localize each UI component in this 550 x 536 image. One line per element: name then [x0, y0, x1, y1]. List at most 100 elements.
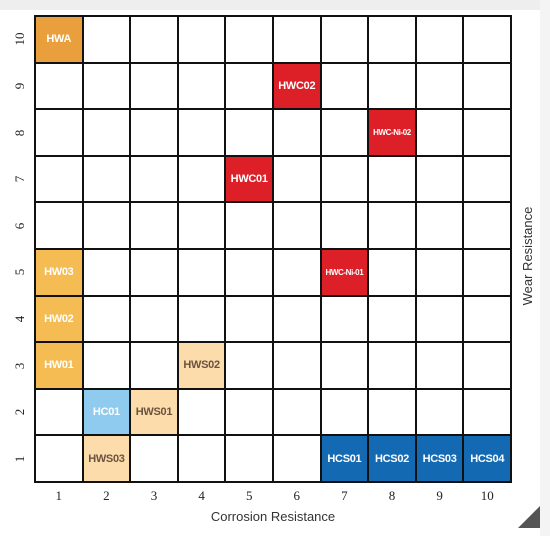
empty-cell: [369, 63, 415, 109]
empty-cell: [369, 343, 415, 388]
empty-cell: [321, 203, 368, 248]
x-tick-label: 1: [55, 488, 63, 503]
material-cell-hw01: HW01: [36, 343, 82, 388]
empty-cell: [274, 436, 320, 481]
y-tick-label: 1: [12, 455, 27, 462]
empty-cell: [83, 343, 130, 388]
empty-cell: [274, 250, 320, 295]
empty-cell: [178, 156, 225, 202]
y-tick-label: 10: [12, 32, 27, 46]
empty-cell: [274, 343, 320, 388]
empty-cell: [131, 203, 177, 248]
top-border-strip: [0, 0, 550, 10]
empty-cell: [464, 63, 510, 109]
empty-cell: [464, 17, 510, 62]
empty-cell: [464, 250, 510, 295]
empty-cell: [36, 389, 82, 435]
empty-cell: [416, 203, 463, 248]
x-tick-label: 9: [436, 488, 443, 503]
empty-cell: [178, 436, 225, 481]
empty-cell: [369, 203, 415, 248]
empty-cell: [226, 389, 272, 435]
empty-cell: [321, 17, 368, 62]
x-tick-label: 8: [388, 488, 396, 503]
x-tick-label: 3: [150, 488, 158, 503]
empty-cell: [83, 156, 130, 202]
x-tick-label: 2: [103, 488, 110, 503]
empty-cell: [226, 63, 272, 109]
empty-cell: [83, 17, 130, 62]
empty-cell: [416, 250, 463, 295]
y-tick-label: 5: [12, 269, 27, 276]
empty-cell: [83, 296, 130, 342]
material-cell-hws03: HWS03: [83, 436, 130, 481]
empty-cell: [36, 203, 82, 248]
empty-cell: [178, 110, 225, 155]
empty-cell: [464, 389, 510, 435]
material-cell-hwc-ni-02: HWC-Ni-02: [369, 110, 415, 155]
y-tick-label: 8: [12, 129, 27, 136]
empty-cell: [83, 63, 130, 109]
material-cell-hw03: HW03: [36, 250, 82, 295]
empty-cell: [226, 343, 272, 388]
empty-cell: [178, 296, 225, 342]
empty-cell: [416, 343, 463, 388]
material-cell-hcs02: HCS02: [369, 436, 415, 481]
empty-cell: [274, 156, 320, 202]
empty-cell: [83, 250, 130, 295]
material-cell-hcs03: HCS03: [416, 436, 463, 481]
y-axis-label: Wear Resistance: [520, 206, 535, 306]
empty-cell: [464, 156, 510, 202]
empty-cell: [36, 110, 82, 155]
y-tick-label: 2: [12, 408, 27, 416]
empty-cell: [416, 389, 463, 435]
empty-cell: [274, 389, 320, 435]
y-tick-label: 4: [12, 315, 27, 323]
y-tick-label: 9: [12, 82, 27, 90]
empty-cell: [464, 110, 510, 155]
empty-cell: [131, 63, 177, 109]
empty-cell: [131, 296, 177, 342]
empty-cell: [131, 436, 177, 481]
empty-cell: [274, 203, 320, 248]
material-cell-hwc-ni-01: HWC-Ni-01: [321, 250, 368, 295]
empty-cell: [321, 110, 368, 155]
material-cell-hw02: HW02: [36, 296, 82, 342]
empty-cell: [416, 296, 463, 342]
y-tick-label: 7: [12, 175, 27, 183]
empty-cell: [464, 203, 510, 248]
x-tick-label: 7: [341, 488, 348, 503]
empty-cell: [36, 63, 82, 109]
empty-cell: [274, 296, 320, 342]
material-cell-hcs01: HCS01: [321, 436, 368, 481]
empty-cell: [369, 296, 415, 342]
empty-cell: [226, 110, 272, 155]
empty-cell: [178, 17, 225, 62]
empty-cell: [321, 343, 368, 388]
empty-cell: [83, 203, 130, 248]
x-tick-label: 4: [198, 488, 205, 503]
x-tick-label: 6: [293, 488, 301, 503]
empty-cell: [36, 436, 82, 481]
material-cell-hc01: HC01: [83, 389, 130, 435]
y-tick-label: 6: [12, 222, 27, 229]
empty-cell: [131, 110, 177, 155]
empty-cell: [321, 63, 368, 109]
empty-cell: [416, 110, 463, 155]
empty-cell: [131, 156, 177, 202]
matrix-grid: HWA HWC02 HWC-Ni-02 HWC01 HW03 HWC-Ni-01 HW02 H…: [34, 15, 512, 483]
empty-cell: [321, 389, 368, 435]
empty-cell: [226, 250, 272, 295]
empty-cell: [416, 63, 463, 109]
y-tick-label: 3: [12, 362, 27, 369]
empty-cell: [274, 110, 320, 155]
empty-cell: [226, 203, 272, 248]
empty-cell: [369, 156, 415, 202]
corner-triangle-icon: [518, 506, 540, 528]
empty-cell: [416, 156, 463, 202]
empty-cell: [464, 296, 510, 342]
empty-cell: [416, 17, 463, 62]
material-cell-hwc01: HWC01: [226, 156, 272, 202]
x-tick-label: 10: [480, 488, 494, 503]
material-cell-hwc02: HWC02: [274, 63, 320, 109]
